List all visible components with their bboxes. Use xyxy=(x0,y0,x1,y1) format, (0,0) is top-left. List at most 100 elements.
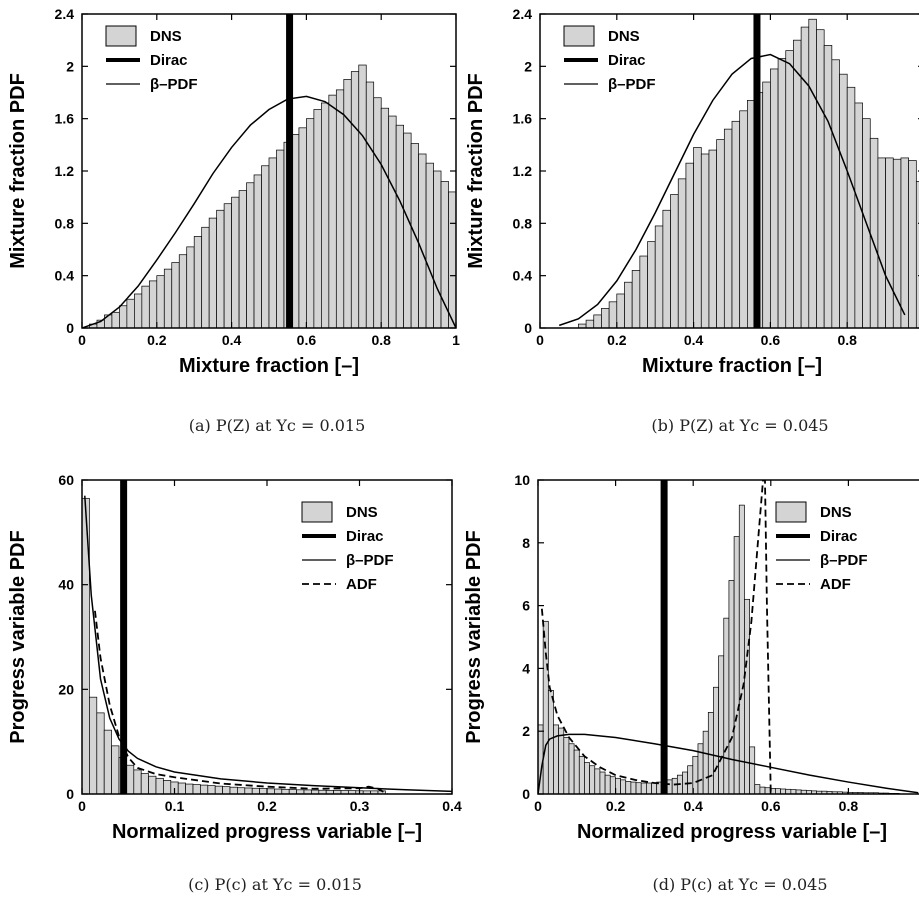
histogram-bar xyxy=(403,132,412,328)
y-axis-label: Mixture fraction PDF xyxy=(465,73,487,269)
legend-label: Dirac xyxy=(608,52,646,69)
histogram-bar xyxy=(770,68,779,328)
histogram-bar xyxy=(568,743,575,794)
histogram-bar xyxy=(306,118,315,328)
x-tick-label: 0.2 xyxy=(257,798,277,814)
plot-area xyxy=(558,14,919,328)
histogram-bar xyxy=(266,788,275,794)
legend-label: DNS xyxy=(608,28,640,45)
histogram-bar xyxy=(793,39,802,328)
histogram-bar xyxy=(223,203,232,328)
histogram-bar xyxy=(869,137,879,328)
histogram-bar xyxy=(708,149,717,328)
histogram-bar xyxy=(728,580,735,794)
panel-caption: (c) P(c) at Yc = 0.015 xyxy=(188,875,362,894)
x-tick-label: 0.3 xyxy=(350,798,370,814)
histogram-bar xyxy=(702,730,709,794)
x-axis-label: Normalized progress variable [–] xyxy=(577,821,887,843)
histogram-bar xyxy=(193,236,203,328)
histogram-bar xyxy=(892,158,902,328)
legend-label: Dirac xyxy=(346,528,384,545)
y-tick-label: 4 xyxy=(522,660,530,676)
x-axis-label: Mixture fraction [–] xyxy=(179,355,359,377)
legend-label: ADF xyxy=(820,576,851,593)
x-axis-label: Normalized progress variable [–] xyxy=(112,821,422,843)
y-tick-label: 2.4 xyxy=(55,6,75,22)
histogram-bar xyxy=(616,293,625,328)
panel-b: 0 0.2 0.4 0.6 0.8 0 0.4 0.8 1.2 1.6 2 2.4 Mixture fr… xyxy=(465,6,919,435)
histogram-bar xyxy=(201,226,210,328)
x-tick-label: 0 xyxy=(534,798,542,814)
histogram-bar xyxy=(313,109,322,328)
histogram-bar xyxy=(388,115,397,328)
histogram-bar xyxy=(707,712,714,794)
histogram-bar xyxy=(630,781,637,794)
histogram-bar xyxy=(433,170,442,328)
histogram-bar xyxy=(276,149,285,328)
x-tick-label: 0.6 xyxy=(761,332,781,348)
histogram-bar xyxy=(200,784,209,794)
histogram-bar xyxy=(486,247,493,328)
histogram-bar xyxy=(670,194,679,328)
histogram-bar xyxy=(126,764,135,794)
legend-label: β–PDF xyxy=(346,552,394,569)
histogram-bar xyxy=(259,788,268,794)
histogram-bar xyxy=(246,182,255,328)
histogram-bar xyxy=(516,289,523,328)
histogram-bar xyxy=(739,110,748,328)
histogram-bar xyxy=(395,124,404,328)
histogram-bar xyxy=(589,765,596,794)
histogram-bar xyxy=(885,157,894,328)
histogram-bar xyxy=(373,97,382,328)
histogram-bar xyxy=(111,745,120,794)
histogram-bar xyxy=(141,285,150,328)
histogram-bar xyxy=(687,765,694,794)
x-tick-label: 0.2 xyxy=(147,332,167,348)
legend-label: Dirac xyxy=(820,528,858,545)
histogram-bar xyxy=(671,777,678,794)
y-tick-label: 40 xyxy=(58,577,74,593)
histogram-bar xyxy=(716,139,725,328)
plot-frame xyxy=(537,479,919,795)
y-tick-label: 0.4 xyxy=(513,268,533,284)
x-tick-label: 0.4 xyxy=(684,332,704,348)
legend-swatch-dns xyxy=(563,25,595,47)
histogram-bar xyxy=(133,769,142,794)
y-tick-label: 0 xyxy=(524,320,532,336)
histogram-bar xyxy=(764,787,771,794)
y-tick-label: 10 xyxy=(514,472,530,488)
histogram-bar xyxy=(666,779,673,794)
x-axis-label: Mixture fraction [–] xyxy=(642,355,822,377)
histogram-bar xyxy=(563,737,570,794)
histogram-bar xyxy=(237,787,246,794)
histogram-bar xyxy=(238,190,247,328)
histogram-bar xyxy=(651,782,658,794)
histogram-bar xyxy=(547,690,554,794)
histogram-bar xyxy=(749,746,756,794)
histogram-bar xyxy=(723,128,733,328)
histogram-bar xyxy=(594,768,601,794)
legend-label: DNS xyxy=(150,28,182,45)
histogram-bar xyxy=(163,780,172,794)
y-tick-label: 0.8 xyxy=(55,215,75,231)
histogram-bar xyxy=(639,255,648,328)
legend: DNS Dirac β–PDF xyxy=(105,25,198,93)
histogram-bar xyxy=(251,787,260,794)
legend-label: β–PDF xyxy=(608,76,656,93)
histogram-bar xyxy=(877,157,886,328)
histogram-bar xyxy=(585,319,595,328)
histogram-bar xyxy=(604,774,611,794)
x-tick-label: 0.8 xyxy=(837,332,857,348)
histogram-bar xyxy=(654,225,664,328)
histogram-bar xyxy=(601,308,610,328)
x-tick-label: 0.4 xyxy=(683,798,703,814)
histogram-bar xyxy=(775,788,781,794)
histogram-bar xyxy=(261,165,270,328)
histogram-bar xyxy=(148,775,157,794)
histogram-bar xyxy=(846,86,856,328)
histogram-bar xyxy=(823,45,833,328)
histogram-bar xyxy=(425,162,434,328)
panel-caption: (b) P(Z) at Yc = 0.045 xyxy=(651,416,828,435)
histogram-bar xyxy=(900,157,909,328)
y-tick-label: 1.6 xyxy=(55,111,75,127)
